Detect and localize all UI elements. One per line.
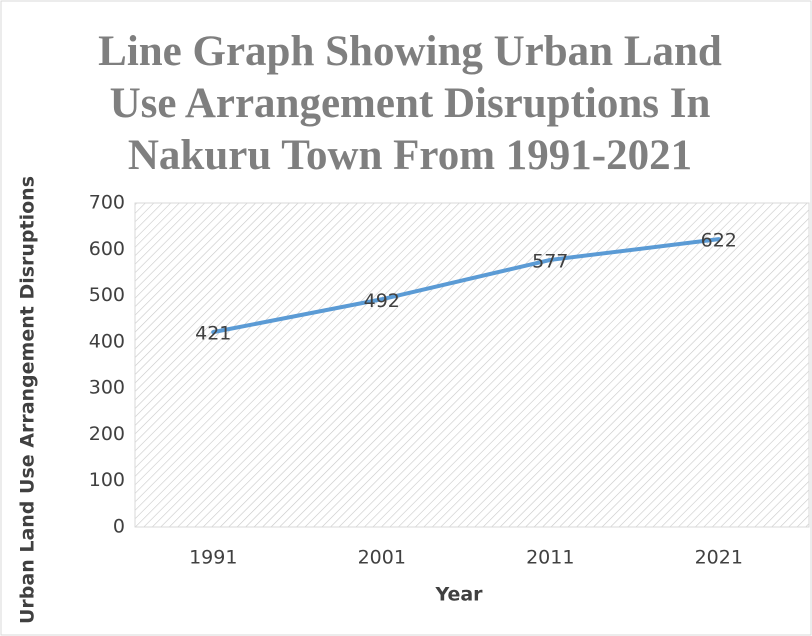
y-tick-label: 0 [113, 516, 125, 538]
plot-area [134, 202, 810, 528]
x-tick-label: 2021 [695, 547, 743, 569]
y-tick-label: 400 [89, 330, 125, 352]
data-label: 622 [701, 230, 737, 252]
data-label: 421 [195, 323, 231, 345]
y-tick-label: 700 [89, 192, 125, 214]
y-tick-label: 200 [89, 423, 125, 445]
data-line [211, 237, 721, 335]
x-tick-label: 1991 [189, 547, 237, 569]
y-tick-label: 500 [89, 284, 125, 306]
y-axis-label: Urban Land Use Arrangement Disruptions [17, 176, 39, 624]
data-label: 492 [364, 290, 400, 312]
y-tick-label: 100 [89, 469, 125, 491]
y-tick-label: 300 [89, 377, 125, 399]
y-tick-label: 600 [89, 238, 125, 260]
x-tick-label: 2001 [358, 547, 406, 569]
chart-title: Line Graph Showing Urban Land Use Arrang… [98, 28, 722, 179]
x-axis-label: Year [434, 584, 483, 606]
data-label: 577 [532, 250, 568, 272]
x-tick-label: 2011 [526, 547, 574, 569]
